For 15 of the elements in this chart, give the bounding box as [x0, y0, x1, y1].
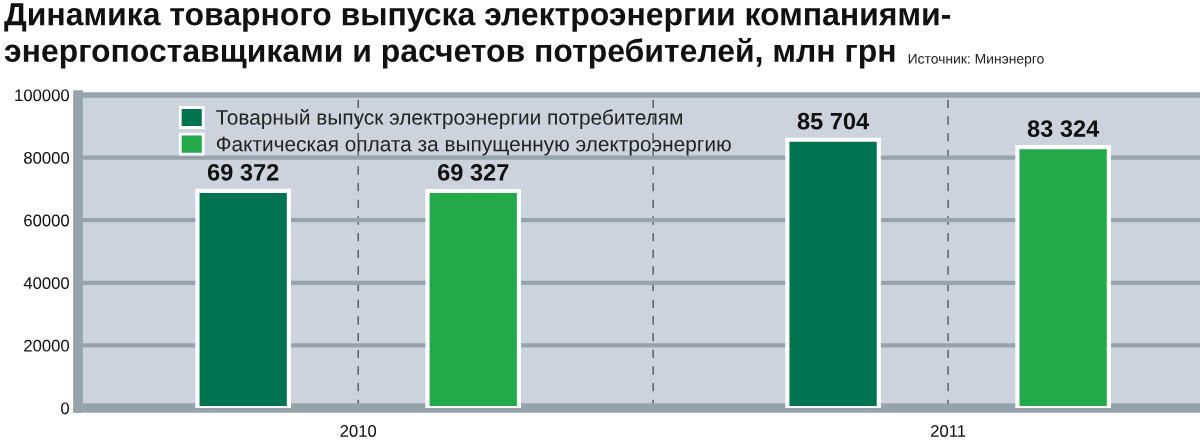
x-tick-label: 2011	[931, 425, 966, 437]
y-tick-label: 100000	[15, 89, 70, 102]
x-tick-label: 2010	[340, 425, 377, 437]
y-tick-label: 40000	[23, 277, 70, 289]
y-tick-label: 0	[61, 402, 70, 415]
data-label: 85 704	[797, 112, 870, 130]
data-label: 69 327	[438, 164, 509, 181]
legend-label: Фактическая оплата за выпущенную электроэнергию	[216, 136, 731, 156]
y-tick-label: 80000	[24, 152, 70, 164]
data-label: 69 372	[207, 163, 279, 181]
data-label: 83 324	[1027, 120, 1100, 138]
y-tick-label: 20000	[24, 339, 70, 352]
text: Источник: Минэнерго	[908, 53, 1044, 67]
y-tick-label: 60000	[24, 214, 70, 227]
legend-label: Товарный выпуск электроэнергии потребителям	[216, 109, 683, 129]
